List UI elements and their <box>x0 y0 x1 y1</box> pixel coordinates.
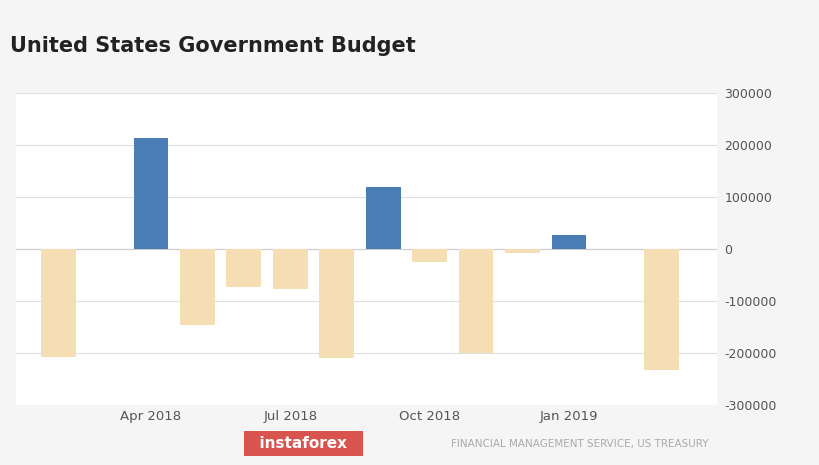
Text: FINANCIAL MANAGEMENT SERVICE, US TREASURY: FINANCIAL MANAGEMENT SERVICE, US TREASUR… <box>450 438 708 449</box>
Bar <box>412 249 446 262</box>
Bar <box>41 249 75 357</box>
Bar <box>365 187 400 249</box>
Bar <box>273 249 307 289</box>
Text: instaforex: instaforex <box>249 436 357 451</box>
Bar <box>458 249 493 352</box>
Bar <box>319 249 354 359</box>
Bar <box>133 138 168 249</box>
Bar <box>226 249 261 287</box>
Bar <box>644 249 678 370</box>
Text: United States Government Budget: United States Government Budget <box>10 36 415 56</box>
Bar <box>180 249 215 325</box>
Bar <box>505 249 539 253</box>
Bar <box>551 235 586 249</box>
